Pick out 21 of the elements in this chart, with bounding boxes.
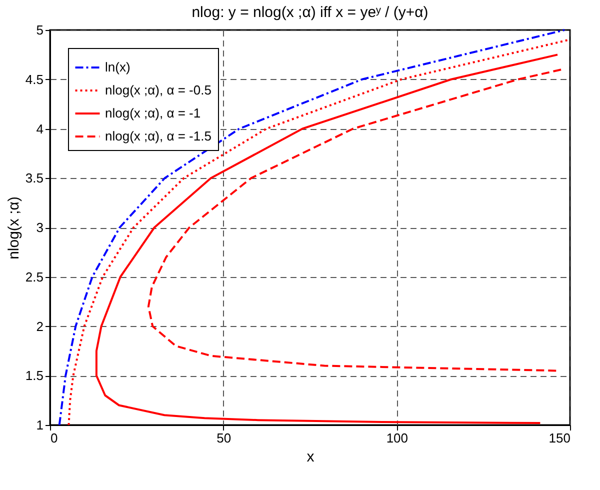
legend-label: ln(x) bbox=[105, 60, 130, 74]
y-tick-label: 1 bbox=[36, 418, 44, 432]
y-tick-label: 4.5 bbox=[25, 72, 44, 87]
y-tick-label: 2.5 bbox=[25, 269, 44, 284]
legend-label: nlog(x ;α), α = -1.5 bbox=[105, 128, 212, 144]
x-axis-title: x bbox=[306, 448, 315, 466]
y-tick-label: 5 bbox=[36, 22, 44, 38]
x-tick-label: 100 bbox=[386, 430, 408, 446]
y-tick-label: 2 bbox=[36, 318, 44, 334]
x-tick-label: 0 bbox=[50, 430, 58, 446]
y-tick-label: 4 bbox=[36, 121, 44, 136]
y-tick-label: 3.5 bbox=[25, 170, 44, 186]
y-tick-label: 3 bbox=[36, 220, 44, 235]
legend-label: nlog(x ;α), α = -0.5 bbox=[105, 82, 212, 98]
x-tick-label: 150 bbox=[548, 430, 570, 446]
y-tick-label: 1.5 bbox=[25, 368, 44, 384]
line-series bbox=[147, 68, 563, 372]
y-axis-title: nlog(x ;α) bbox=[5, 196, 22, 260]
legend-label: nlog(x ;α), α = -1 bbox=[105, 106, 201, 120]
chart-title: nlog: y = nlog(x ;α) iff x = yeʸ / (y+α) bbox=[192, 4, 428, 21]
x-tick-label: 50 bbox=[216, 430, 232, 446]
